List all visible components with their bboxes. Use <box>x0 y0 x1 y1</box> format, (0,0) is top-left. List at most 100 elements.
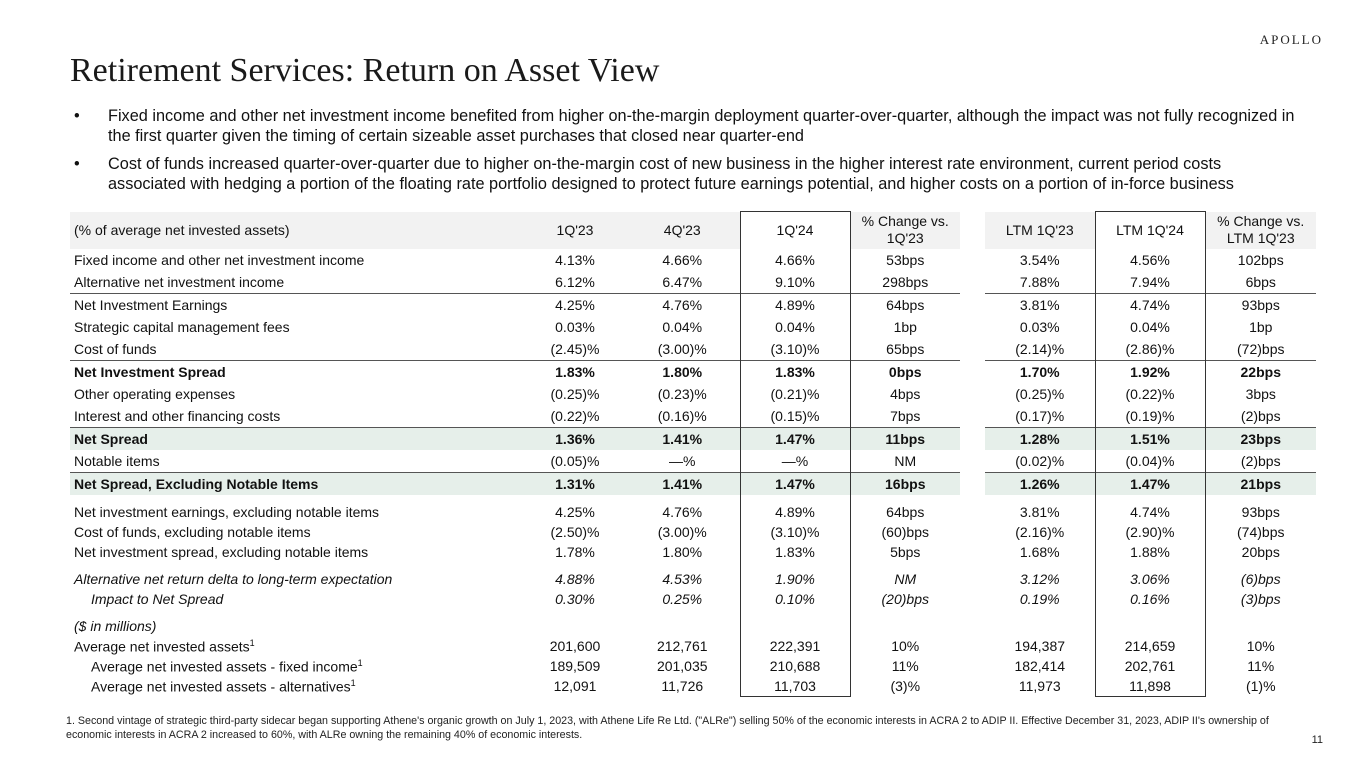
value-cell: 53bps <box>886 252 925 268</box>
header-cell: % Change vs. LTM 1Q'23 <box>1205 211 1316 249</box>
header-cell: 1Q'23 <box>525 211 625 249</box>
value-cell: 1.36% <box>525 427 625 450</box>
value-cell: 1.68% <box>1019 544 1060 560</box>
row-label-text: Net Spread, Excluding Notable Items <box>74 476 319 492</box>
value-cell: 0.25% <box>662 591 703 607</box>
row-label: Other operating expenses <box>70 383 525 405</box>
value-cell: 0.04% <box>739 316 851 338</box>
value-cell: 202,761 <box>1094 656 1206 676</box>
gap-cell <box>960 656 985 676</box>
value-cell: 4.25% <box>555 504 595 520</box>
value-cell: 1.31% <box>525 472 625 495</box>
value-cell: (60)bps <box>881 524 929 540</box>
value-cell: 4.74% <box>1094 502 1206 522</box>
value-cell: 11,973 <box>1018 678 1061 695</box>
spacer-cell <box>985 609 1095 616</box>
value-cell: 1.70% <box>985 360 1095 383</box>
value-cell: 4bps <box>890 386 921 402</box>
spacer-cell <box>1094 495 1206 502</box>
bullet: Cost of funds increased quarter-over-qua… <box>70 154 1300 194</box>
value-cell: 93bps <box>1205 293 1316 316</box>
value-cell: 93bps <box>1241 504 1280 520</box>
value-cell <box>850 616 960 636</box>
table-row: Cost of funds (2.45)% (3.00)% (3.10)% 65bps (… <box>70 338 1316 361</box>
table-row: ($ in millions) <box>70 616 1316 636</box>
gap-cell <box>960 616 985 636</box>
value-cell: (0.22)% <box>550 408 600 424</box>
spacer-cell <box>1094 562 1206 569</box>
value-cell: 4.56% <box>1094 249 1206 271</box>
header-cell: 4Q'23 <box>625 211 740 249</box>
value-cell <box>1205 616 1316 636</box>
spacer-cell <box>1205 495 1316 502</box>
value-cell: 20bps <box>1241 544 1280 560</box>
value-cell: NM <box>894 453 917 469</box>
value-cell: 0.16% <box>1094 589 1206 609</box>
value-cell: (0.25)% <box>550 386 600 402</box>
value-cell: 11% <box>1247 658 1275 674</box>
value-cell: 6.47% <box>662 274 703 290</box>
value-cell: (2.14)% <box>1015 341 1065 357</box>
value-cell: 23bps <box>1205 427 1316 450</box>
table-row: Fixed income and other net investment in… <box>70 249 1316 271</box>
spacer-cell <box>739 609 851 616</box>
table-row: Cost of funds, excluding notable items (2… <box>70 522 1316 542</box>
value-cell: 1.80% <box>625 360 740 383</box>
spacer-cell <box>739 562 851 569</box>
spacer-cell <box>960 562 985 569</box>
table-row: Alternative net return delta to long-ter… <box>70 569 1316 589</box>
value-cell: —% <box>739 450 851 473</box>
table-row: Net Spread, Excluding Notable Items 1.31%… <box>70 472 1316 495</box>
spacer-cell <box>525 562 625 569</box>
table-row: Net Spread 1.36% 1.41% 1.47% 11bps 1.28% 1.51%… <box>70 427 1316 450</box>
gap-cell <box>960 360 985 383</box>
row-label-text: Alternative net investment income <box>74 274 285 290</box>
value-cell: (0.04)% <box>1094 450 1206 473</box>
gap-cell <box>960 522 985 542</box>
value-cell: 22bps <box>1205 360 1316 383</box>
value-cell: (3.10)% <box>739 338 851 361</box>
value-cell: 189,509 <box>549 658 601 674</box>
value-cell: (2.86)% <box>1094 338 1206 361</box>
row-label-text: Net Spread <box>74 431 148 447</box>
value-cell: 7.94% <box>1094 271 1206 294</box>
value-cell: 21bps <box>1205 472 1316 495</box>
value-cell: 1.90% <box>739 569 851 589</box>
spacer-row <box>70 609 1316 616</box>
spacer-row <box>70 562 1316 569</box>
header-cell: (% of average net invested assets) <box>70 211 525 249</box>
header-cell: LTM 1Q'24 <box>1094 211 1206 249</box>
value-cell: 4.88% <box>555 571 595 587</box>
value-cell: 298bps <box>882 274 929 290</box>
value-cell: 3.54% <box>1019 252 1060 268</box>
value-cell: 222,391 <box>739 636 851 656</box>
value-cell: 16bps <box>850 472 960 495</box>
value-cell: 201,035 <box>656 658 708 674</box>
value-cell: (0.23)% <box>657 386 707 402</box>
row-label: Net Spread <box>70 427 525 450</box>
value-cell: 64bps <box>886 504 925 520</box>
value-cell <box>1094 616 1206 636</box>
data-table: (% of average net invested assets) 1Q'23 4… <box>70 211 1316 697</box>
spacer-cell <box>525 495 625 502</box>
value-cell: (2.45)% <box>550 341 600 357</box>
value-cell: (3.10)% <box>739 522 851 542</box>
gap-cell <box>960 450 985 473</box>
value-cell: 3bps <box>1245 386 1276 402</box>
value-cell: (3)bps <box>1240 591 1281 607</box>
value-cell: (0.21)% <box>739 383 851 405</box>
gap-cell <box>960 569 985 589</box>
table-row: Other operating expenses (0.25)% (0.23)% (0… <box>70 383 1316 405</box>
row-label: Net investment spread, excluding notable… <box>70 542 525 562</box>
row-label-text: Average net invested assets - fixed inco… <box>91 658 358 675</box>
header-cell: LTM 1Q'23 <box>985 211 1095 249</box>
value-cell: 6.12% <box>555 274 595 290</box>
table-row: Average net invested assets1 201,600 212,7… <box>70 636 1316 656</box>
spacer-cell <box>850 609 960 616</box>
table-row: Net investment earnings, excluding notab… <box>70 502 1316 522</box>
row-label: Fixed income and other net investment in… <box>70 249 525 271</box>
row-label-text: Cost of funds <box>74 341 157 357</box>
row-label-text: Cost of funds, excluding notable items <box>74 524 311 540</box>
logo: APOLLO <box>1259 32 1323 47</box>
header-cell: % Change vs. 1Q'23 <box>850 211 960 249</box>
